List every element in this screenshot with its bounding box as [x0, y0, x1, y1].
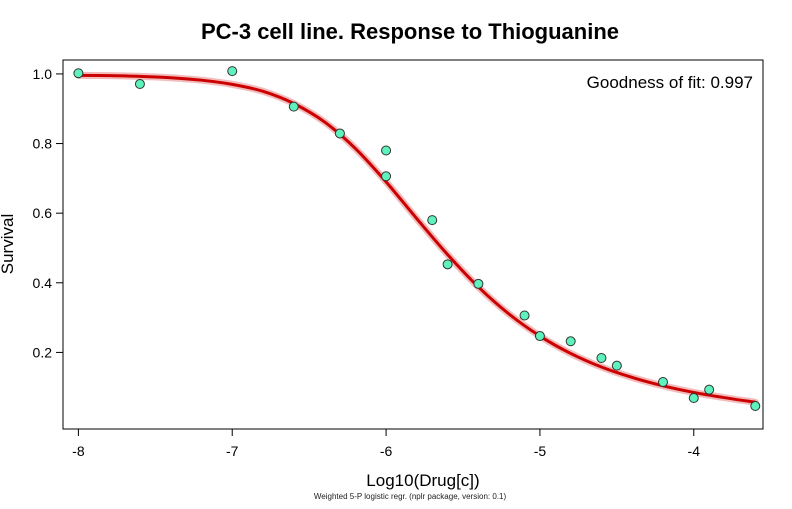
data-point [519, 310, 530, 321]
data-point [427, 215, 438, 226]
y-axis: 0.2 0.4 0.6 0.8 1.0 [33, 66, 63, 360]
y-tick-label: 0.4 [33, 275, 53, 291]
y-tick-label: 0.2 [33, 344, 53, 360]
y-axis-title: Survival [0, 214, 17, 274]
fit-curve [76, 73, 757, 404]
data-point [596, 352, 607, 363]
data-points-layer [73, 66, 761, 412]
fit-curve-shadow [74, 71, 759, 406]
data-point [611, 360, 622, 371]
data-point [658, 377, 668, 388]
data-point [534, 331, 545, 342]
data-point [473, 278, 484, 289]
data-point [750, 401, 761, 412]
x-tick-label: -4 [688, 443, 701, 459]
data-point [688, 393, 699, 404]
x-axis-title: Log10(Drug[c]) [366, 471, 479, 490]
data-point [704, 384, 715, 395]
x-tick-label: -6 [380, 443, 393, 459]
data-point [73, 68, 84, 79]
x-tick-label: -7 [226, 443, 239, 459]
chart-title: PC-3 cell line. Response to Thioguanine [201, 19, 619, 44]
plot-frame [62, 59, 764, 430]
data-point [381, 145, 392, 156]
y-tick-label: 0.6 [33, 205, 53, 221]
x-tick-label: -5 [534, 443, 547, 459]
y-tick-label: 0.8 [33, 136, 53, 152]
data-point [565, 336, 576, 347]
y-tick-label: 1.0 [33, 66, 53, 82]
data-point [227, 66, 238, 77]
data-point [134, 79, 145, 90]
data-point [334, 128, 345, 139]
data-point [381, 171, 392, 182]
x-tick-label: -8 [72, 443, 85, 459]
data-point [442, 259, 453, 270]
footnote: Weighted 5-P logistic regr. (nplr packag… [314, 492, 507, 501]
data-point [288, 101, 299, 112]
goodness-of-fit-annotation: Goodness of fit: 0.997 [587, 73, 753, 92]
x-axis: -8 -7 -6 -5 -4 [72, 429, 700, 459]
fit-curve-layer [74, 71, 759, 406]
